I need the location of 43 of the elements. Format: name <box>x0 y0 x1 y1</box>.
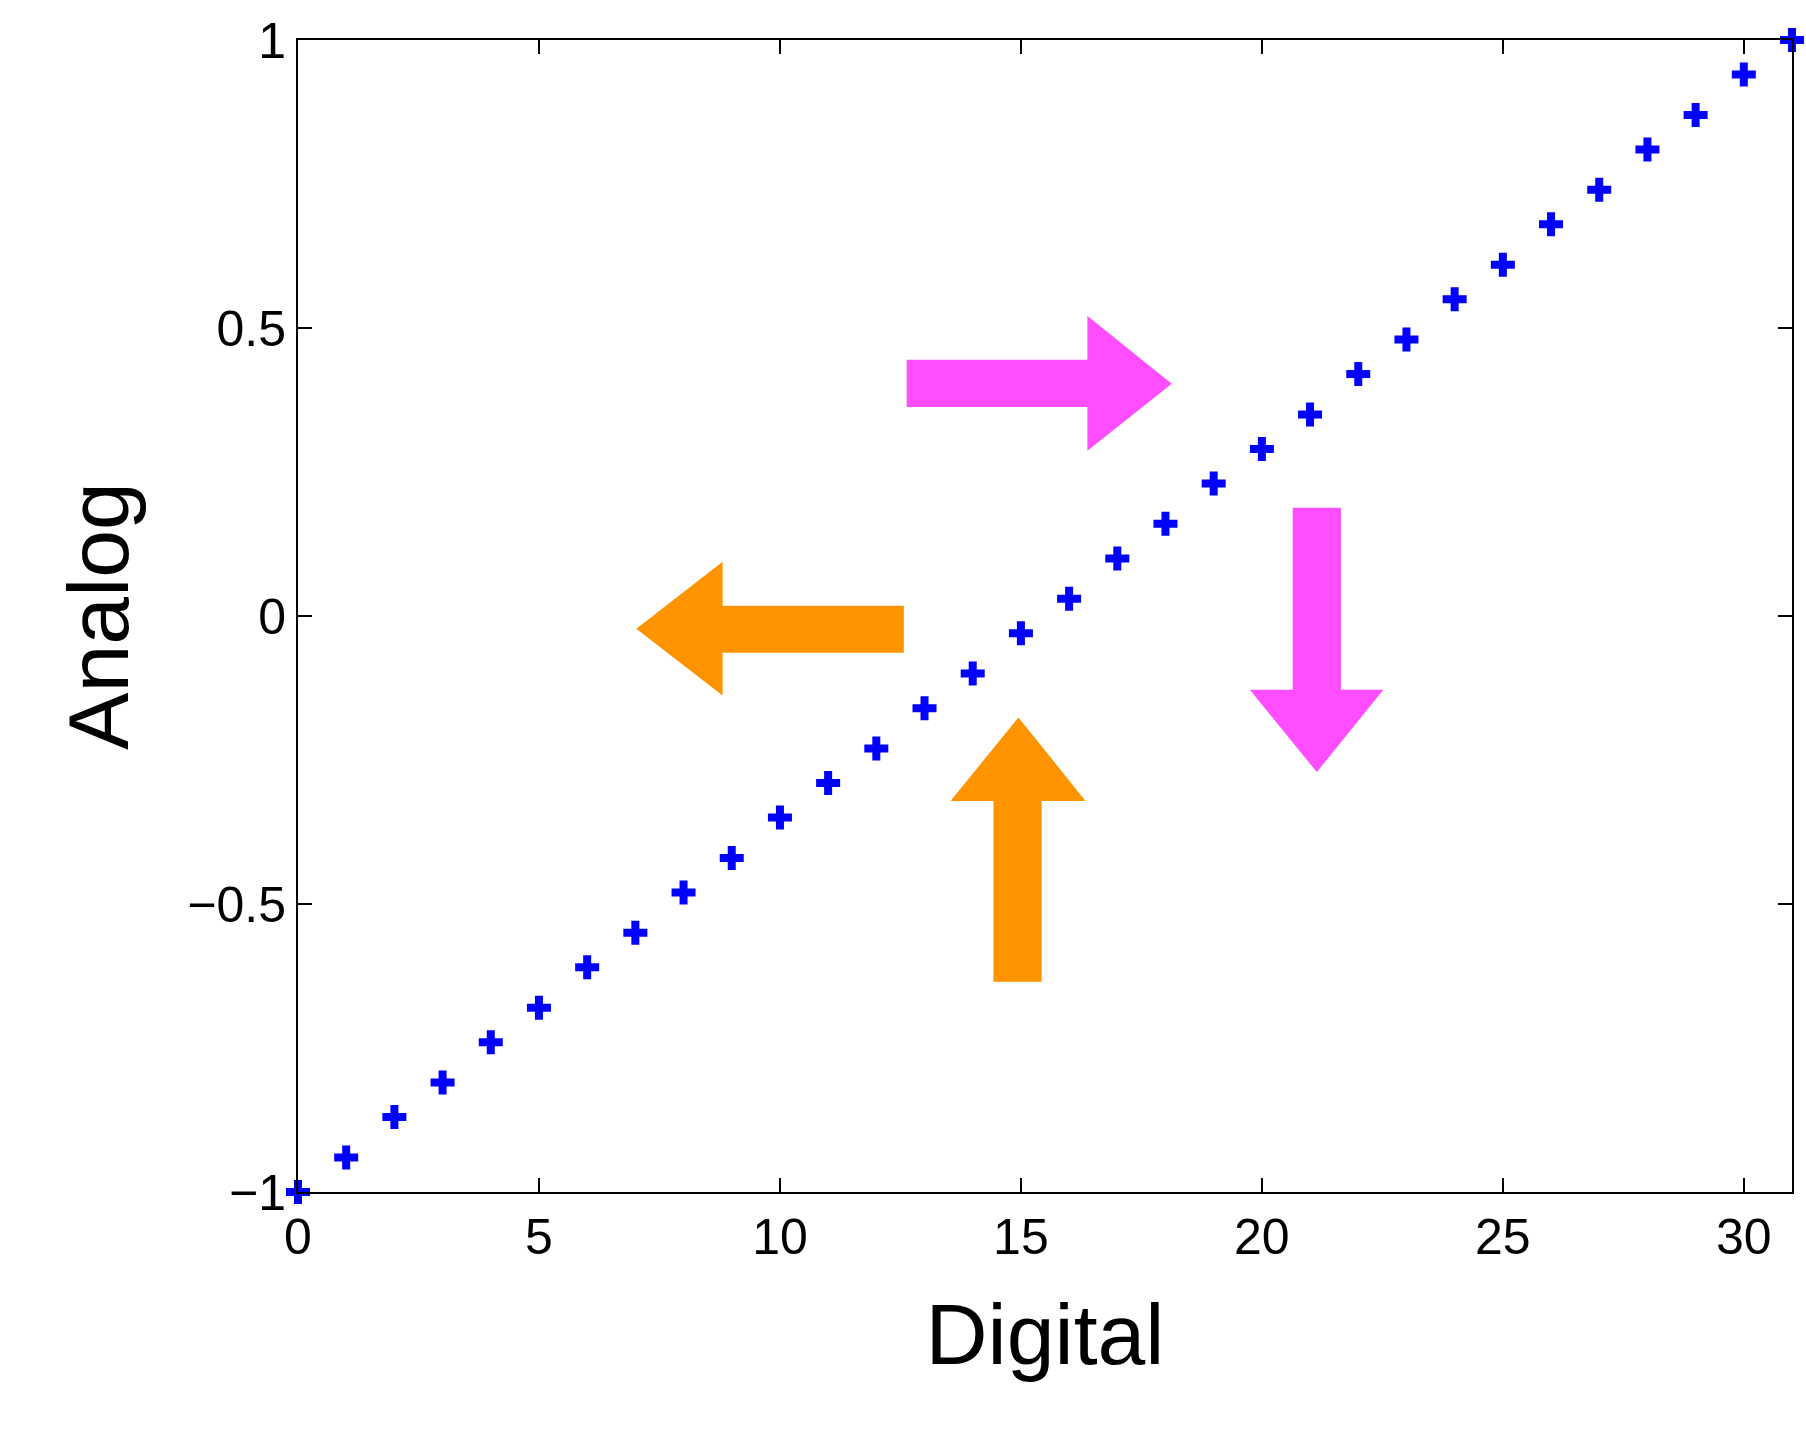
point <box>671 880 696 905</box>
y-tick-label: 0 <box>258 588 286 645</box>
point <box>960 661 985 686</box>
point <box>1153 511 1178 536</box>
point <box>1201 471 1226 496</box>
y-axis-title: Analog <box>50 482 147 750</box>
point <box>575 955 600 980</box>
x-tick-label: 30 <box>1716 1209 1772 1265</box>
point <box>1442 287 1467 312</box>
point <box>1008 621 1033 646</box>
point <box>1587 177 1612 202</box>
y-tick-label: −1 <box>228 1164 286 1221</box>
point <box>1683 102 1708 127</box>
x-tick-label: 10 <box>752 1209 808 1265</box>
point <box>430 1070 455 1095</box>
point <box>1490 252 1515 277</box>
x-tick-label: 15 <box>993 1209 1049 1265</box>
point <box>526 995 551 1020</box>
point <box>1249 436 1274 461</box>
point <box>816 771 841 796</box>
point <box>1105 546 1130 571</box>
point <box>864 736 889 761</box>
point <box>1539 212 1564 237</box>
point <box>1731 62 1756 87</box>
point <box>1298 402 1323 427</box>
point <box>382 1105 407 1130</box>
point <box>1057 586 1082 611</box>
point <box>1394 327 1419 352</box>
point <box>719 845 744 870</box>
point <box>1635 137 1660 162</box>
point <box>767 805 792 830</box>
x-tick-label: 25 <box>1475 1209 1531 1265</box>
point <box>1346 362 1371 387</box>
y-tick-label: 0.5 <box>216 300 286 357</box>
x-tick-label: 5 <box>525 1209 553 1265</box>
x-axis-title: Digital <box>925 1286 1165 1383</box>
point <box>623 920 648 945</box>
point <box>334 1145 359 1170</box>
x-tick-label: 20 <box>1234 1209 1290 1265</box>
y-tick-label: −0.5 <box>187 876 286 933</box>
point <box>478 1030 503 1055</box>
y-tick-label: 1 <box>258 12 286 69</box>
point <box>912 696 937 721</box>
